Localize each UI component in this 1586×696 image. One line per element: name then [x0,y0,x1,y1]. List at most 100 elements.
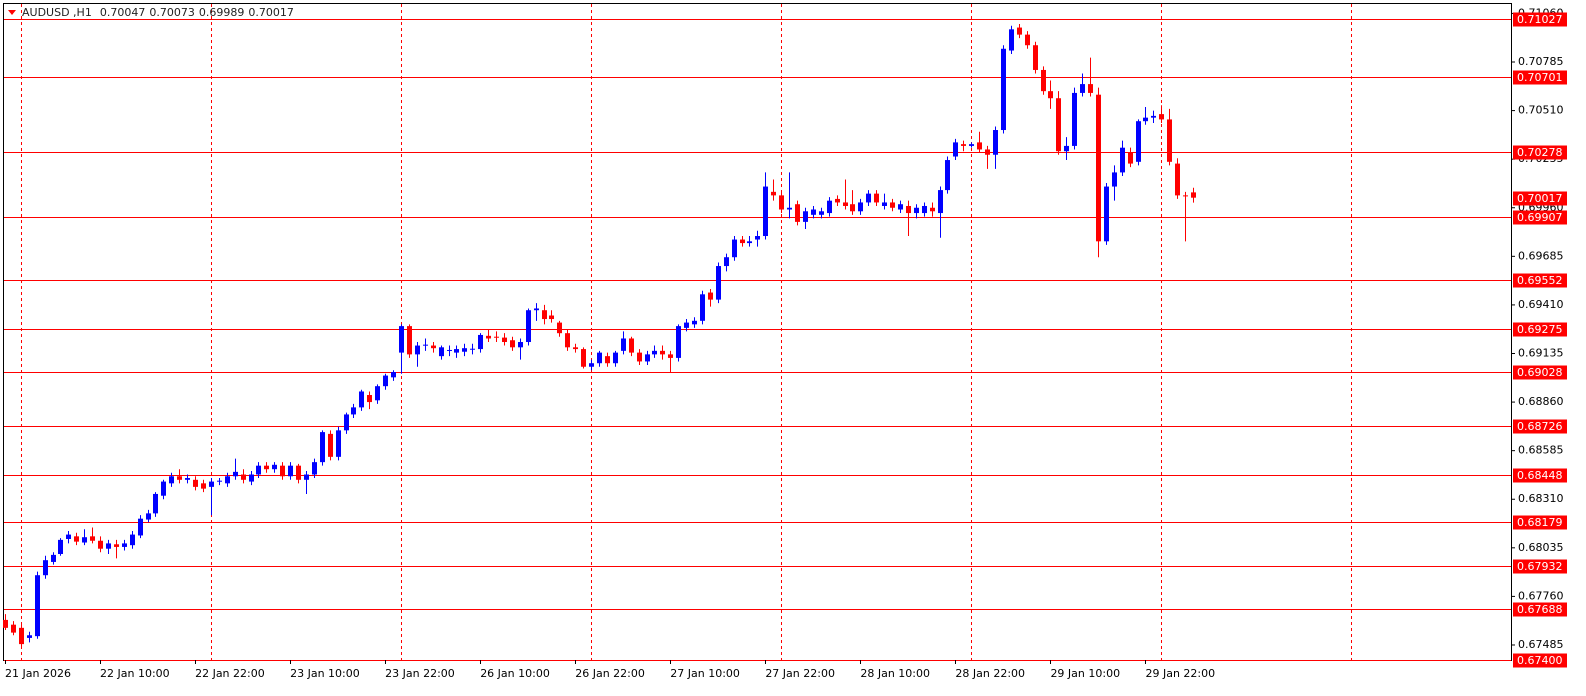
level-label: 0.69552 [1517,274,1563,287]
candle-body [1096,94,1101,242]
candle-body [676,326,681,358]
level-label-box [1513,273,1567,288]
x-tick-label: 29 Jan 22:00 [1145,667,1215,680]
candle-body [304,474,309,480]
candle-body [763,186,768,237]
x-tick-label: 21 Jan 2026 [5,667,71,680]
level-label-box [1513,12,1567,27]
candle-body [922,205,927,214]
candle-body [835,198,840,203]
candle-body [645,354,650,362]
x-tick-label: 26 Jan 10:00 [480,667,550,680]
x-tick-label: 28 Jan 10:00 [860,667,930,680]
candle-body [256,465,261,475]
candle-body [375,386,380,401]
candle-body [795,204,800,222]
candle-body [1001,48,1006,131]
candle-body [953,142,958,157]
y-tick-label: 0.68585 [1518,444,1564,457]
y-tick-label: 0.69685 [1518,249,1564,262]
candle-body [454,349,459,353]
current-price-box [1513,191,1567,206]
candle-body [977,142,982,150]
candle-body [779,195,784,210]
candle-body [1064,145,1069,152]
candle-body [1151,115,1156,118]
candle-body [629,338,634,353]
candle-body [1191,192,1196,198]
candle-body [866,193,871,203]
candle-body [225,476,230,484]
header-low: 0.69989 [199,6,245,19]
x-tick-label: 27 Jan 22:00 [765,667,835,680]
candle-body [328,433,333,457]
y-tick-label: 0.67485 [1518,638,1564,651]
candle-body [898,204,903,210]
candle-body [732,239,737,258]
candle-body [272,464,277,470]
y-tick-label: 0.69135 [1518,346,1564,359]
candle-body [351,407,356,415]
candle-body [613,352,618,364]
candle-body [985,149,990,155]
candle-body [19,627,24,645]
candle-body [930,207,935,212]
candle-body [724,257,729,267]
candle-body [850,204,855,212]
candle-body [1041,69,1046,92]
candle-body [146,513,151,520]
candle-body [74,536,79,542]
level-label-box [1513,210,1567,225]
y-tick-label: 0.68035 [1518,541,1564,554]
candle-body [557,322,562,334]
x-tick-label: 23 Jan 10:00 [290,667,360,680]
candle-body [597,352,602,364]
y-tick-label: 0.68310 [1518,492,1564,505]
candle-body [890,202,895,208]
candle-body [969,144,974,146]
candle-body [1175,163,1180,196]
header-arrow [8,10,16,15]
level-label: 0.69028 [1517,366,1563,379]
y-tick-label: 0.67760 [1518,589,1564,602]
candle-body [803,211,808,222]
candle-body [502,337,507,343]
candle-body [945,160,950,191]
candle-body [684,322,689,328]
candle-body [581,349,586,367]
candle-body [700,294,705,321]
candle-body [1136,121,1141,162]
candle-body [114,544,119,547]
candle-body [51,554,56,562]
candle-body [1009,29,1014,51]
candle-body [217,480,222,482]
candle-body [605,356,610,364]
candle-body [1048,91,1053,99]
y-tick-label: 0.70785 [1518,55,1564,68]
level-label-box [1513,468,1567,483]
candle-body [874,193,879,203]
candle-body [43,560,48,576]
candle-body [161,481,166,496]
level-label: 0.67932 [1517,560,1563,573]
candle-body [98,540,103,549]
candle-body [249,474,254,482]
level-label: 0.69275 [1517,323,1563,336]
candle-body [652,350,657,355]
candle-body [1128,152,1133,164]
candle-body [906,205,911,214]
candle-body [11,624,16,633]
candle-body [668,354,673,358]
candle-body [1056,98,1061,152]
candle-body [1025,34,1030,46]
x-tick-label: 29 Jan 10:00 [1050,667,1120,680]
candle-body [993,130,998,155]
candle-body [660,350,665,355]
candle-body [35,575,40,637]
level-label: 0.68448 [1517,469,1563,482]
y-tick-label: 0.70510 [1518,104,1564,117]
level-label-box [1513,145,1567,160]
candle-body [589,363,594,367]
candle-body [423,344,428,346]
level-label: 0.69907 [1517,211,1563,224]
